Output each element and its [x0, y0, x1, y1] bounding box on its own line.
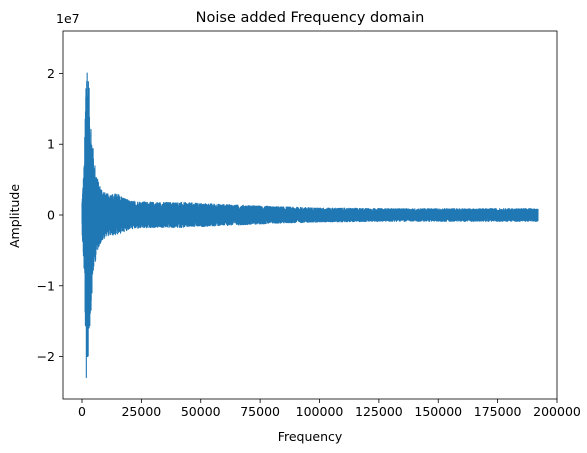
x-tick-label: 125000	[355, 404, 403, 419]
signal-line	[81, 72, 539, 379]
x-tick-label: 200000	[533, 404, 581, 419]
y-scale-label: 1e7	[56, 11, 80, 26]
y-tick-label: 2	[47, 66, 55, 81]
y-tick-label: 0	[47, 208, 55, 223]
y-tick-label: −1	[37, 278, 55, 293]
x-tick-label: 100000	[296, 404, 344, 419]
y-tick-label: 1	[47, 137, 55, 152]
x-tick-label: 0	[78, 404, 86, 419]
chart-title: Noise added Frequency domain	[196, 10, 425, 26]
x-tick-label: 75000	[240, 404, 280, 419]
x-axis-label: Frequency	[278, 429, 343, 444]
x-tick-label: 50000	[181, 404, 221, 419]
y-tick-label: −2	[37, 349, 55, 364]
plot-area	[81, 72, 539, 379]
x-tick-label: 150000	[414, 404, 462, 419]
x-tick-label: 175000	[474, 404, 522, 419]
y-axis: −2 −1 0 1 2	[37, 66, 63, 364]
y-axis-label: Amplitude	[7, 184, 22, 248]
x-tick-label: 25000	[121, 404, 161, 419]
x-axis: 0 25000 50000 75000 100000 125000 150000 175000…	[78, 399, 581, 419]
